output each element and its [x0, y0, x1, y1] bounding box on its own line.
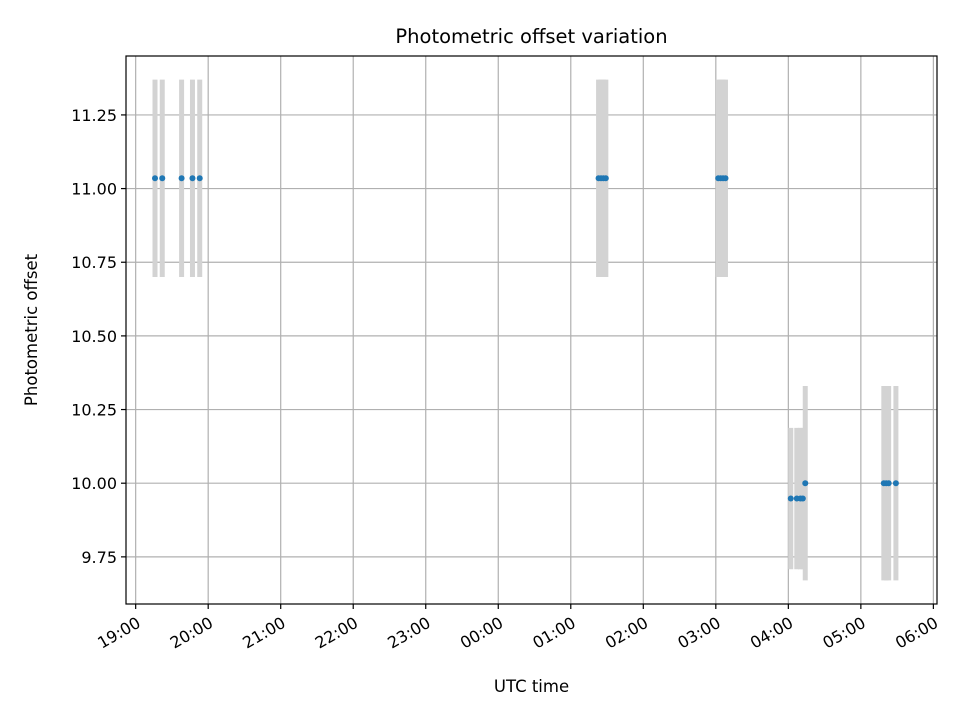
plot-frame [125, 55, 938, 605]
chart-title: Photometric offset variation [395, 25, 667, 48]
data-point [178, 175, 185, 182]
y-tick-label: 11.25 [71, 106, 117, 125]
y-tick-label: 10.00 [71, 474, 117, 493]
x-axis-label: UTC time [494, 677, 569, 696]
y-tick-label: 10.75 [71, 253, 117, 272]
y-axis-ticks: 9.75 10.00 10.25 10.50 10.75 11.00 11.25 [71, 106, 126, 567]
data-point [722, 175, 729, 182]
y-tick-label: 10.25 [71, 401, 117, 420]
data-point [787, 495, 794, 502]
data-point [602, 175, 609, 182]
data-point [159, 175, 166, 182]
data-point [152, 175, 159, 182]
y-axis-label: Photometric offset [22, 253, 41, 406]
data-point [802, 480, 809, 487]
data-point [799, 495, 806, 502]
data-point [892, 480, 899, 487]
data-point [189, 175, 196, 182]
y-tick-label: 11.00 [71, 180, 117, 199]
y-tick-label: 9.75 [81, 548, 117, 567]
data-point [196, 175, 203, 182]
y-tick-label: 10.50 [71, 327, 117, 346]
data-points [152, 175, 899, 502]
data-point [885, 480, 892, 487]
